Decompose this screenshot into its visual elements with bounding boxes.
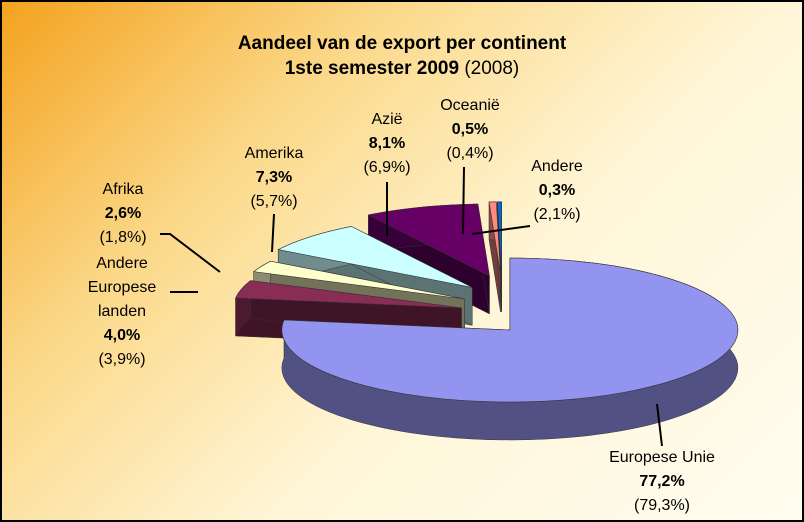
leader-line	[271, 213, 275, 253]
slice-label: Andere 0,3% (2,1%)	[507, 155, 607, 227]
value-label-2008: (2,1%)	[533, 206, 581, 223]
category-label: Azië	[371, 111, 403, 128]
category-label: Afrika	[102, 181, 144, 198]
slice-label: Andere Europese landen 4,0% (3,9%)	[72, 252, 172, 372]
slice-label: Amerika 7,3% (5,7%)	[224, 142, 324, 214]
category-label: Andere Europese landen	[87, 255, 157, 320]
slice-label: Afrika 2,6% (1,8%)	[73, 178, 173, 250]
series-name: 1ste semester 2009	[284, 58, 460, 79]
slice-label: Azië 8,1% (6,9%)	[337, 108, 437, 180]
value-label-2008: (5,7%)	[250, 193, 298, 210]
value-label: 7,3%	[255, 169, 293, 186]
chart-subtitle: 1ste semester 2009 (2008)	[2, 57, 802, 81]
category-label: Amerika	[244, 145, 304, 162]
value-label-2008: (1,8%)	[99, 229, 147, 246]
slice	[252, 260, 465, 300]
value-label: 77,2%	[639, 473, 685, 490]
value-label: 0,5%	[451, 121, 489, 138]
slice-label: Europese Unie 77,2% (79,3%)	[582, 446, 742, 518]
value-label-2008: (79,3%)	[633, 497, 691, 514]
category-label: Andere	[531, 158, 583, 175]
slice	[367, 203, 490, 277]
leader-line	[462, 166, 465, 235]
slice	[488, 201, 501, 274]
category-label: Oceanië	[440, 97, 500, 114]
series-name: (2008)	[464, 58, 520, 79]
value-label-2008: (6,9%)	[363, 159, 411, 176]
value-label-2008: (3,9%)	[98, 351, 146, 368]
chart-title: Aandeel van de export per continent	[237, 33, 567, 54]
slice-label: Oceanië 0,5% (0,4%)	[420, 94, 520, 166]
value-label-2008: (0,4%)	[446, 145, 494, 162]
leader-line	[471, 225, 531, 235]
slice	[281, 257, 739, 403]
slice	[277, 226, 473, 288]
category-label: Europese Unie	[609, 449, 715, 466]
slice	[496, 201, 502, 274]
value-label: 4,0%	[103, 327, 141, 344]
leader-line	[160, 233, 221, 273]
value-label: 2,6%	[104, 205, 142, 222]
slice	[235, 280, 462, 309]
value-label: 0,3%	[538, 182, 576, 199]
value-label: 8,1%	[368, 135, 406, 152]
leader-line	[656, 403, 663, 447]
